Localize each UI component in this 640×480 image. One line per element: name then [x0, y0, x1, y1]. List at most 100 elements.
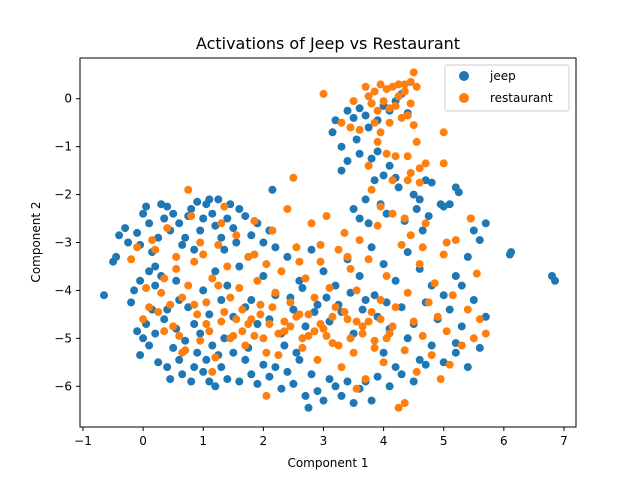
jeep-point — [271, 363, 280, 372]
jeep-point — [475, 343, 484, 352]
restaurant-point — [472, 269, 481, 278]
restaurant-point — [349, 348, 358, 357]
restaurant-point — [340, 308, 349, 316]
jeep-point — [154, 358, 163, 367]
y-axis: 0 −1 −2 −3 −4 −5 −6 — [54, 92, 80, 393]
jeep-point — [133, 228, 142, 237]
restaurant-point — [388, 209, 397, 218]
jeep-point — [241, 212, 250, 221]
series-restaurant — [127, 68, 490, 412]
y-axis-label: Component 2 — [29, 201, 43, 282]
restaurant-point — [364, 255, 373, 264]
jeep-point — [343, 377, 352, 386]
restaurant-point — [232, 315, 241, 324]
y-tick-label: 0 — [64, 92, 72, 106]
y-tick-label: −1 — [54, 140, 72, 154]
jeep-point — [397, 370, 406, 379]
restaurant-point — [262, 391, 271, 400]
restaurant-point — [355, 125, 364, 134]
restaurant-point — [355, 236, 364, 245]
restaurant-point — [352, 317, 361, 326]
jeep-point — [169, 343, 178, 352]
jeep-point — [349, 205, 358, 213]
jeep-point — [196, 329, 205, 338]
jeep-point — [295, 276, 304, 285]
jeep-point — [481, 312, 490, 321]
restaurant-point — [370, 336, 379, 345]
restaurant-point — [262, 348, 271, 357]
restaurant-point — [346, 334, 355, 343]
restaurant-point — [169, 322, 178, 331]
restaurant-point — [154, 308, 163, 316]
restaurant-point — [442, 327, 451, 336]
jeep-point — [208, 341, 217, 350]
restaurant-point — [325, 284, 334, 292]
restaurant-point — [361, 82, 370, 91]
restaurant-point — [415, 260, 424, 269]
jeep-point — [247, 231, 256, 240]
jeep-point — [232, 238, 241, 247]
restaurant-point — [301, 274, 310, 283]
restaurant-point — [481, 329, 490, 338]
jeep-point — [507, 248, 516, 257]
jeep-point — [481, 219, 490, 228]
jeep-point — [214, 195, 223, 204]
jeep-point — [115, 231, 124, 240]
jeep-point — [175, 219, 184, 228]
jeep-point — [361, 195, 370, 204]
y-tick-label: −4 — [54, 283, 72, 297]
jeep-point — [247, 296, 256, 304]
restaurant-point — [253, 276, 262, 285]
restaurant-point — [319, 89, 328, 98]
restaurant-point — [343, 315, 352, 324]
restaurant-point — [331, 303, 340, 312]
restaurant-point — [382, 272, 391, 280]
restaurant-point — [445, 360, 454, 369]
jeep-point — [394, 183, 403, 192]
restaurant-point — [388, 82, 397, 91]
jeep-point — [217, 233, 226, 242]
restaurant-point — [292, 312, 301, 321]
restaurant-point — [382, 149, 391, 158]
x-axis-label: Component 1 — [287, 456, 368, 470]
restaurant-point — [370, 118, 379, 127]
restaurant-point — [406, 169, 415, 177]
jeep-point — [283, 367, 292, 376]
jeep-point — [454, 188, 463, 197]
restaurant-point — [196, 238, 205, 247]
jeep-point — [142, 202, 151, 211]
jeep-point — [358, 305, 367, 314]
jeep-point — [289, 379, 298, 388]
restaurant-point — [403, 176, 412, 185]
restaurant-point — [208, 367, 217, 376]
jeep-point — [352, 135, 361, 144]
jeep-point — [409, 190, 418, 199]
jeep-point — [457, 281, 466, 290]
restaurant-point — [430, 279, 439, 288]
x-tick-label: 2 — [260, 434, 268, 448]
jeep-point — [325, 375, 334, 384]
restaurant-point — [241, 341, 250, 350]
jeep-point — [280, 341, 289, 350]
restaurant-point — [373, 221, 382, 230]
jeep-point — [283, 252, 292, 261]
restaurant-point — [379, 97, 388, 106]
jeep-point — [199, 286, 208, 295]
restaurant-point — [172, 264, 181, 273]
restaurant-point — [310, 293, 319, 302]
jeep-point — [397, 303, 406, 312]
jeep-point — [175, 355, 184, 364]
jeep-point — [379, 260, 388, 269]
restaurant-point — [406, 78, 415, 86]
restaurant-point — [382, 85, 391, 94]
restaurant-point — [160, 327, 169, 336]
jeep-point — [202, 355, 211, 364]
jeep-point — [379, 171, 388, 180]
jeep-point — [391, 276, 400, 285]
restaurant-point — [316, 240, 325, 249]
restaurant-point — [226, 334, 235, 343]
legend-marker-restaurant — [459, 93, 469, 103]
restaurant-point — [304, 310, 313, 319]
restaurant-point — [262, 260, 271, 269]
restaurant-point — [208, 274, 217, 283]
